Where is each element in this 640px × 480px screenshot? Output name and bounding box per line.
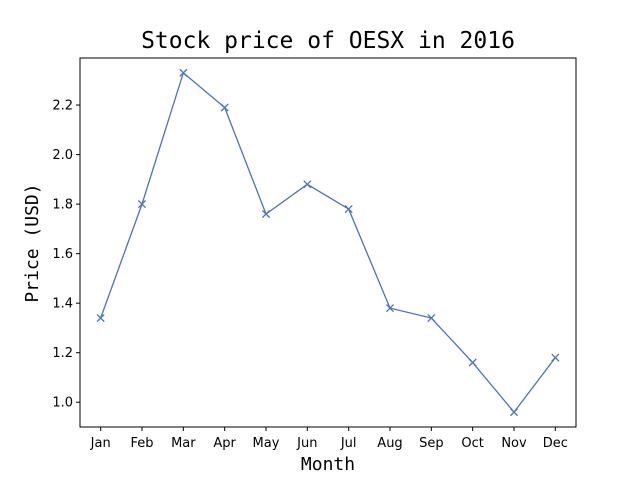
x-tick-label: Nov <box>501 436 527 451</box>
x-axis-label: Month <box>301 454 355 475</box>
data-point-marker <box>220 103 229 112</box>
series-line <box>100 71 556 414</box>
data-point-marker <box>344 205 353 214</box>
x-tick-label: Jul <box>340 436 357 451</box>
x-tick-label: May <box>253 436 280 451</box>
x-tick-label: Apr <box>213 436 236 451</box>
y-tick-label: 1.4 <box>52 297 73 312</box>
y-tick-label: 1.8 <box>52 198 73 213</box>
x-tick-label: Jan <box>90 436 111 451</box>
data-point-marker <box>509 408 519 417</box>
y-axis-label: Price (USD) <box>22 183 43 302</box>
x-tick-label: Sep <box>419 436 444 451</box>
y-tick-label: 1.6 <box>52 247 73 262</box>
plot-area-frame <box>79 57 577 428</box>
y-tick-label: 1.2 <box>52 346 73 361</box>
x-tick-label: Jun <box>296 436 317 451</box>
data-point-marker <box>551 353 560 362</box>
data-point-marker <box>385 304 395 313</box>
y-tick-label: 2.2 <box>52 99 73 114</box>
data-point-marker <box>261 209 271 219</box>
data-point-marker <box>137 200 147 209</box>
x-tick-label: Feb <box>130 436 153 451</box>
data-point-marker <box>468 358 477 367</box>
data-point-marker <box>427 313 436 323</box>
y-tick-label: 1.0 <box>52 396 73 411</box>
y-tick-label: 2.0 <box>52 148 73 163</box>
chart-title: Stock price of OESX in 2016 <box>141 28 515 54</box>
data-point-marker <box>179 68 188 77</box>
data-point-marker <box>303 180 312 189</box>
x-tick-label: Dec <box>543 436 568 451</box>
x-tick-label: Oct <box>461 436 483 451</box>
x-tick-label: Aug <box>377 436 402 451</box>
x-axis: Jan Feb Mar Apr May Jun Jul Aug Sep Oct Nov Dec <box>90 427 568 451</box>
x-tick-label: Mar <box>171 436 196 451</box>
y-axis: 1.0 1.2 1.4 1.6 1.8 2.0 2.2 <box>52 99 80 411</box>
data-point-marker <box>96 313 105 323</box>
series-layer <box>96 68 560 417</box>
